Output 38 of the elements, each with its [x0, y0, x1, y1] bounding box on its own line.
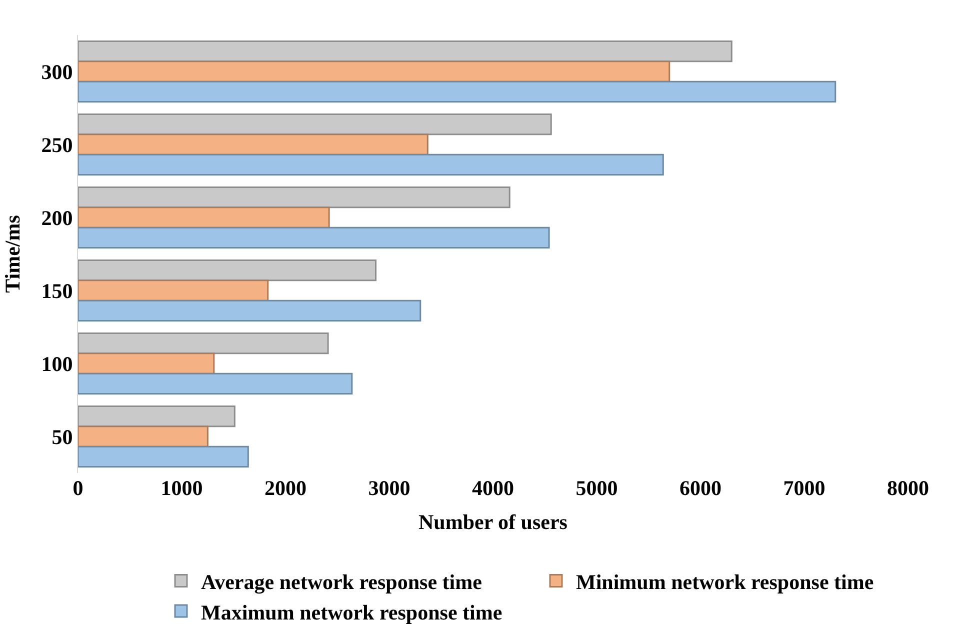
bar	[78, 226, 550, 249]
y-tick-label: 250	[41, 132, 73, 157]
bar	[78, 300, 422, 322]
x-tick-label: 1000	[160, 476, 203, 500]
legend-label: Maximum network response time	[201, 600, 502, 624]
y-tick-label: 100	[41, 352, 73, 376]
x-tick-label: 6000	[680, 476, 722, 500]
bar	[78, 259, 377, 282]
x-tick-label: 4000	[472, 476, 514, 500]
y-tick-label: 200	[41, 206, 73, 230]
y-tick-label: 50	[52, 424, 73, 449]
x-tick-label: 5000	[576, 476, 618, 500]
bar	[78, 40, 732, 62]
x-tick-label: 2000	[264, 476, 306, 500]
y-axis-title: Time/ms	[0, 215, 24, 293]
bar	[78, 426, 208, 448]
x-tick-label: 7000	[783, 476, 826, 500]
bar	[78, 113, 552, 136]
x-tick-label: 8000	[887, 476, 929, 500]
bar	[78, 280, 269, 302]
bar	[78, 352, 215, 374]
bar	[78, 206, 330, 228]
bar	[78, 446, 249, 468]
bar	[78, 405, 236, 428]
bar	[78, 372, 353, 395]
x-tick-label: 0	[72, 476, 84, 500]
bar	[78, 332, 329, 354]
bar	[78, 186, 510, 208]
bar	[78, 60, 670, 82]
legend-label: Average network response time	[201, 570, 482, 594]
legend-label: Minimum network response time	[576, 570, 874, 594]
bar	[78, 134, 428, 156]
x-tick-label: 3000	[368, 476, 410, 500]
x-axis-title: Number of users	[418, 510, 568, 534]
bar	[78, 80, 836, 103]
y-tick-label: 300	[41, 60, 73, 84]
bar	[78, 154, 664, 176]
y-tick-label: 150	[41, 278, 73, 303]
